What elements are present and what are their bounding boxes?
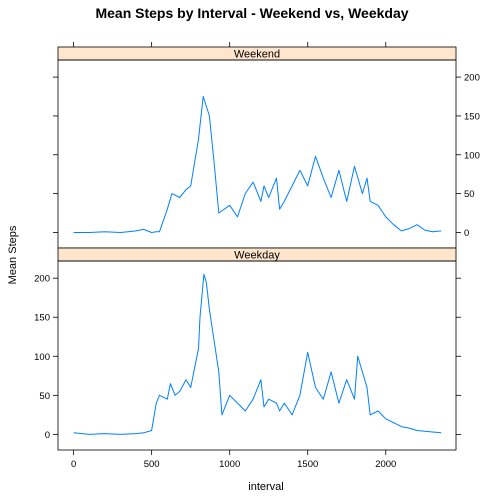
panel-weekday: Weekday 0 50 100 150 200 xyxy=(34,247,461,451)
y-tick-label-weekend: 0 xyxy=(464,228,469,239)
y-tick-label-weekend: 50 xyxy=(464,189,475,200)
strip-label-weekday: Weekday xyxy=(234,250,280,262)
y-tick-label-weekend: 200 xyxy=(464,73,480,84)
chart-title: Mean Steps by Interval - Weekend vs, Wee… xyxy=(95,5,408,21)
x-tick-label: 1500 xyxy=(297,459,318,470)
y-tick-label-weekday: 0 xyxy=(45,430,50,441)
y-tick-label-weekend: 150 xyxy=(464,111,480,122)
panel-weekend: Weekend 0 50 100 150 200 xyxy=(53,46,480,249)
x-tick-label: 500 xyxy=(144,459,160,470)
y-tick-label-weekday: 100 xyxy=(34,352,50,363)
y-tick-label-weekday: 150 xyxy=(34,313,50,324)
x-axis-label: interval xyxy=(248,481,283,493)
strip-label-weekend: Weekend xyxy=(234,49,280,61)
x-tick-label: 0 xyxy=(71,459,76,470)
x-tick-label: 2000 xyxy=(375,459,396,470)
series-line-weekend xyxy=(73,96,442,233)
y-axis-label: Mean Steps xyxy=(7,225,19,284)
series-line-weekday xyxy=(73,273,442,435)
y-tick-label-weekday: 200 xyxy=(34,274,50,285)
y-tick-label-weekday: 50 xyxy=(39,391,50,402)
x-tick-label: 1000 xyxy=(219,459,240,470)
plot-frame-weekday xyxy=(57,260,457,451)
plot-frame-weekend xyxy=(57,59,457,249)
y-tick-label-weekend: 100 xyxy=(464,150,480,161)
